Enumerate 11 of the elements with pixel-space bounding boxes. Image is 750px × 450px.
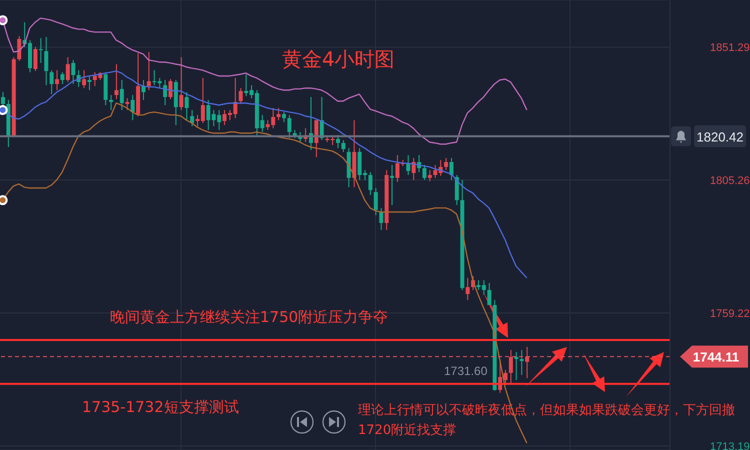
y-tick-label: 1851.29	[710, 42, 750, 54]
annotation: 晚间黄金上方继续关注1750附近压力争夺	[110, 308, 388, 327]
annotation: 1731.60	[444, 364, 488, 378]
text: 黄金4小时图	[282, 46, 395, 73]
y-tick-label: 1805.26	[710, 175, 750, 188]
annotation: 理论上行情可以不破昨夜低点，但如果如果跌破会更好，下方回撤1720附近找支撑	[358, 402, 736, 440]
ref-line-label: 1820.42	[696, 129, 744, 144]
y-tick-label: 1759.22	[710, 308, 750, 320]
annotation: 1735-1732短支撑测试	[82, 398, 239, 417]
y-tick-label: 1713.19	[710, 440, 750, 450]
ref-line-label: 1744.11	[692, 350, 740, 365]
